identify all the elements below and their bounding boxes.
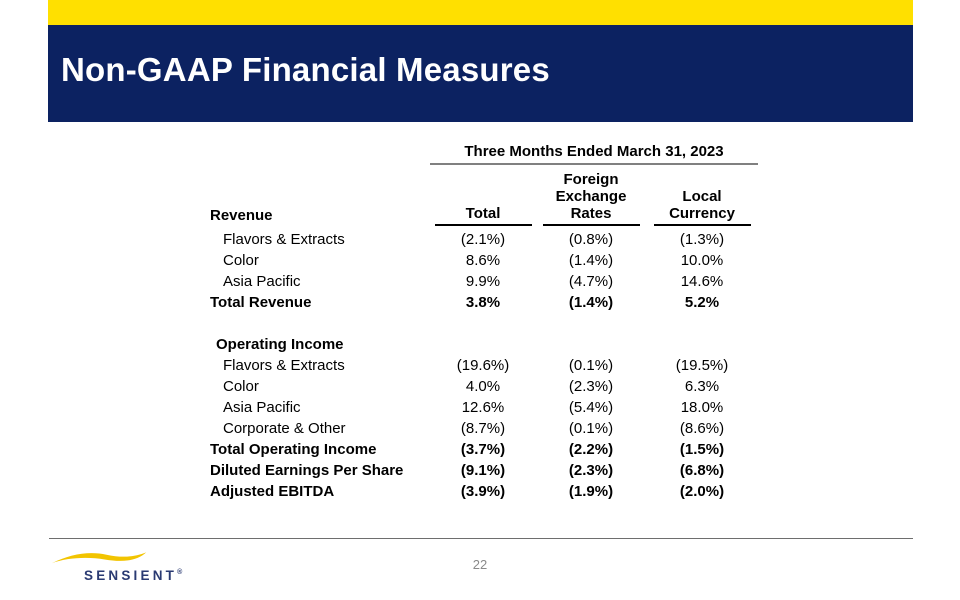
registered-trademark-symbol: ® [177, 569, 183, 576]
cell-total: 8.6% [465, 252, 501, 269]
row-label: Flavors & Extracts [223, 357, 345, 374]
cell-local-currency: (1.5%) [679, 441, 725, 458]
header-accent-bar [48, 0, 913, 25]
cell-local-currency: 6.3% [684, 378, 720, 395]
cell-fx-rates: (1.9%) [568, 483, 614, 500]
logo-wordmark: SENSIENT® [84, 568, 183, 583]
row-label: Asia Pacific [223, 273, 301, 290]
cell-fx-rates: (2.3%) [568, 378, 614, 395]
row-label: Adjusted EBITDA [210, 483, 335, 500]
table-row: Asia Pacific 12.6% (5.4%) 18.0% [210, 397, 758, 418]
cell-total: (19.6%) [456, 357, 510, 374]
cell-fx-rates: (0.1%) [568, 357, 614, 374]
table-row-adjusted-ebitda: Adjusted EBITDA (3.9%) (1.9%) (2.0%) [210, 481, 758, 502]
cell-total: (3.9%) [460, 483, 506, 500]
section-header-revenue: Revenue [210, 207, 273, 224]
cell-fx-rates: (1.4%) [568, 252, 614, 269]
cell-local-currency: 10.0% [680, 252, 724, 269]
cell-total: 4.0% [465, 378, 501, 395]
table-row-total-revenue: Total Revenue 3.8% (1.4%) 5.2% [210, 292, 758, 313]
cell-total: 9.9% [465, 273, 501, 290]
table-row: Flavors & Extracts (19.6%) (0.1%) (19.5%… [210, 355, 758, 376]
cell-total: (8.7%) [460, 420, 506, 437]
cell-fx-rates: (1.4%) [568, 294, 614, 311]
page-number: 22 [472, 557, 488, 572]
cell-fx-rates: (2.3%) [568, 462, 614, 479]
table-span-header: Three Months Ended March 31, 2023 [430, 143, 758, 165]
row-label: Color [223, 378, 259, 395]
financial-measures-table: Three Months Ended March 31, 2023 Revenu… [210, 143, 758, 502]
cell-total: (9.1%) [460, 462, 506, 479]
footer-divider [49, 538, 913, 539]
table-row-diluted-eps: Diluted Earnings Per Share (9.1%) (2.3%)… [210, 460, 758, 481]
row-label: Color [223, 252, 259, 269]
sensient-logo: SENSIENT® [50, 550, 200, 583]
table-row: Corporate & Other (8.7%) (0.1%) (8.6%) [210, 418, 758, 439]
section-header-operating-income: Operating Income [210, 334, 758, 355]
cell-fx-rates: (4.7%) [568, 273, 614, 290]
cell-fx-rates: (2.2%) [568, 441, 614, 458]
cell-total: (2.1%) [460, 231, 506, 248]
row-label: Corporate & Other [223, 420, 346, 437]
cell-total: 12.6% [461, 399, 505, 416]
cell-local-currency: 14.6% [680, 273, 724, 290]
table-row: Color 4.0% (2.3%) 6.3% [210, 376, 758, 397]
table-column-header-row: Revenue Total Foreign Exchange Rates Loc… [210, 171, 758, 226]
column-header-local-currency: Local Currency [646, 188, 758, 226]
logo-swoosh-icon [51, 552, 147, 564]
table-row-total-operating-income: Total Operating Income (3.7%) (2.2%) (1.… [210, 439, 758, 460]
cell-total: (3.7%) [460, 441, 506, 458]
cell-total: 3.8% [465, 294, 501, 311]
title-banner: Non-GAAP Financial Measures [48, 25, 913, 122]
table-body: Flavors & Extracts (2.1%) (0.8%) (1.3%) … [210, 229, 758, 502]
row-label: Operating Income [216, 336, 344, 353]
cell-local-currency: (1.3%) [679, 231, 725, 248]
table-row: Flavors & Extracts (2.1%) (0.8%) (1.3%) [210, 229, 758, 250]
column-header-foreign-exchange-rates: Foreign Exchange Rates [536, 171, 646, 226]
cell-local-currency: (19.5%) [675, 357, 729, 374]
table-spacer-row [210, 313, 758, 334]
cell-fx-rates: (0.8%) [568, 231, 614, 248]
table-row: Color 8.6% (1.4%) 10.0% [210, 250, 758, 271]
cell-local-currency: (6.8%) [679, 462, 725, 479]
column-header-total: Total [430, 205, 536, 226]
cell-fx-rates: (5.4%) [568, 399, 614, 416]
cell-local-currency: 5.2% [684, 294, 720, 311]
cell-local-currency: (2.0%) [679, 483, 725, 500]
row-label: Asia Pacific [223, 399, 301, 416]
row-label: Total Revenue [210, 294, 312, 311]
row-label: Flavors & Extracts [223, 231, 345, 248]
row-label: Diluted Earnings Per Share [210, 462, 404, 479]
cell-local-currency: 18.0% [680, 399, 724, 416]
cell-local-currency: (8.6%) [679, 420, 725, 437]
row-label: Total Operating Income [210, 441, 377, 458]
page-title: Non-GAAP Financial Measures [61, 51, 550, 88]
table-row: Asia Pacific 9.9% (4.7%) 14.6% [210, 271, 758, 292]
cell-fx-rates: (0.1%) [568, 420, 614, 437]
